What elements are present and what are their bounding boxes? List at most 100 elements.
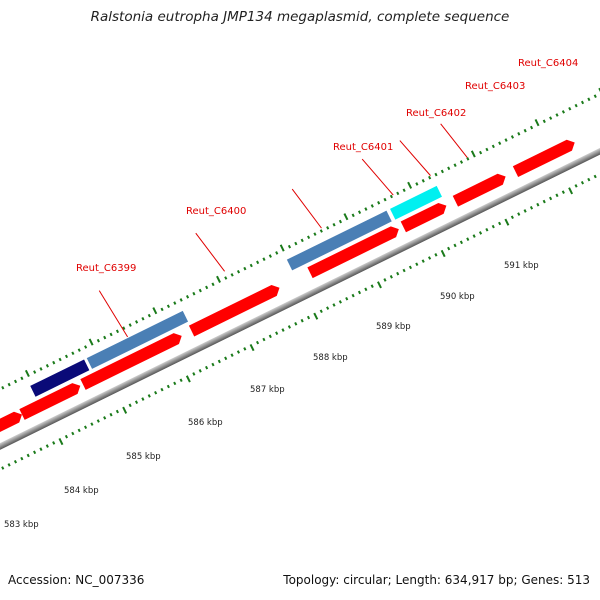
minor-tick xyxy=(364,287,368,292)
minor-tick xyxy=(561,110,565,114)
major-tick xyxy=(440,249,446,258)
minor-tick xyxy=(510,135,515,139)
gene-navy[interactable] xyxy=(30,359,90,397)
minor-tick xyxy=(498,141,502,146)
minor-tick xyxy=(20,456,24,461)
minor-tick xyxy=(205,365,209,370)
minor-tick xyxy=(587,97,591,102)
minor-tick xyxy=(485,227,489,232)
gene-cyan[interactable] xyxy=(390,185,442,220)
minor-tick xyxy=(529,206,534,210)
minor-tick xyxy=(536,202,540,207)
minor-tick xyxy=(453,163,457,167)
gene-arrow[interactable] xyxy=(0,409,25,442)
minor-tick xyxy=(256,260,260,265)
kbp-label: 584 kbp xyxy=(64,486,99,496)
minor-tick xyxy=(479,150,483,155)
minor-tick xyxy=(389,194,393,199)
minor-tick xyxy=(351,213,355,218)
minor-tick xyxy=(211,362,215,367)
minor-tick xyxy=(402,268,406,273)
minor-tick xyxy=(173,301,177,305)
minor-tick xyxy=(370,204,374,208)
kbp-label: 591 kbp xyxy=(504,261,539,271)
minor-tick xyxy=(306,315,311,320)
gene-arrow[interactable] xyxy=(307,224,401,279)
minor-tick xyxy=(13,459,18,464)
minor-tick xyxy=(64,354,69,359)
topology-text: Topology: circular; Length: 634,917 bp; … xyxy=(283,573,590,587)
minor-tick xyxy=(20,376,24,381)
minor-tick xyxy=(224,276,228,280)
minor-tick xyxy=(338,300,342,304)
gene-arrow[interactable] xyxy=(19,380,83,420)
minor-tick xyxy=(574,103,578,108)
gene-arrow[interactable] xyxy=(400,200,449,233)
minor-tick xyxy=(523,128,527,133)
gene-label[interactable]: Reut_C6401 xyxy=(333,142,393,153)
minor-tick xyxy=(205,285,209,290)
minor-tick xyxy=(485,147,489,152)
kbp-label: 583 kbp xyxy=(4,520,39,530)
gene-arrow[interactable] xyxy=(452,171,509,207)
gene-label[interactable]: Reut_C6400 xyxy=(186,206,246,217)
minor-tick xyxy=(491,144,495,149)
minor-tick xyxy=(243,266,247,271)
minor-tick xyxy=(262,257,266,261)
minor-tick xyxy=(115,329,120,334)
minor-tick xyxy=(71,351,75,356)
minor-tick xyxy=(549,116,553,120)
kbp-label: 589 kbp xyxy=(376,322,411,332)
forward-genes xyxy=(0,137,578,442)
minor-tick xyxy=(198,288,202,293)
gene-label[interactable]: Reut_C6402 xyxy=(406,108,466,119)
minor-tick xyxy=(90,422,94,426)
major-tick xyxy=(377,281,382,289)
minor-tick xyxy=(523,209,527,213)
gene-label[interactable]: Reut_C6399 xyxy=(76,263,136,274)
accession-text: Accession: NC_007336 xyxy=(8,573,145,587)
minor-tick xyxy=(230,273,234,277)
minor-tick xyxy=(236,269,241,274)
minor-tick xyxy=(504,138,508,142)
minor-tick xyxy=(77,348,81,352)
minor-tick xyxy=(555,193,559,198)
major-tick xyxy=(343,213,349,221)
minor-tick xyxy=(135,320,139,324)
major-tick xyxy=(407,181,413,189)
minor-tick xyxy=(128,323,132,327)
minor-tick xyxy=(319,229,323,233)
gene-steelblue[interactable] xyxy=(286,210,392,271)
minor-tick xyxy=(275,251,279,255)
minor-tick xyxy=(115,409,119,414)
minor-tick xyxy=(434,253,438,257)
minor-tick xyxy=(141,397,145,401)
gene-steelblue[interactable] xyxy=(86,310,189,369)
major-tick xyxy=(152,307,158,315)
minor-tick xyxy=(370,284,374,288)
gene-label[interactable]: Reut_C6403 xyxy=(465,81,525,92)
minor-tick xyxy=(7,382,11,387)
minor-tick xyxy=(236,350,241,354)
major-tick xyxy=(470,150,476,158)
minor-tick xyxy=(377,200,381,205)
minor-tick xyxy=(147,394,151,398)
minor-tick xyxy=(434,172,438,177)
minor-tick xyxy=(109,412,113,417)
minor-tick xyxy=(300,238,304,243)
minor-tick xyxy=(147,313,151,318)
gene-arrow[interactable] xyxy=(512,137,578,178)
minor-tick xyxy=(332,222,336,227)
minor-tick xyxy=(574,184,578,188)
major-tick xyxy=(249,343,255,352)
minor-tick xyxy=(466,237,470,241)
gene-arrow[interactable] xyxy=(188,282,282,337)
gene-label[interactable]: Reut_C6404 xyxy=(518,58,578,69)
gene-arrow[interactable] xyxy=(80,331,184,390)
kbp-label: 588 kbp xyxy=(313,353,348,363)
minor-tick xyxy=(357,290,362,295)
minor-tick xyxy=(268,254,272,258)
major-tick xyxy=(313,312,319,320)
minor-tick xyxy=(428,256,432,260)
minor-tick xyxy=(326,226,330,230)
